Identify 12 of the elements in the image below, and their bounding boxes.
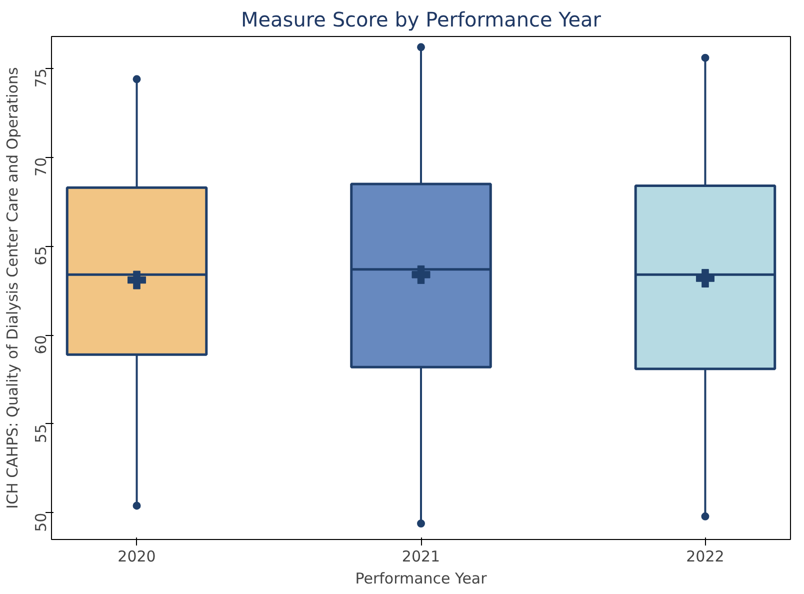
x-tick-label: 2020 [118, 548, 156, 566]
x-axis-title: Performance Year [355, 570, 488, 588]
x-tick-label: 2022 [686, 548, 724, 566]
y-tick-label: 55 [32, 424, 50, 444]
y-axis-title: ICH CAHPS: Quality of Dialysis Center Care and Operations [4, 66, 22, 509]
y-tick-label: 75 [32, 68, 50, 88]
y-tick-label: 65 [32, 246, 50, 266]
y-tick-label: 60 [32, 335, 50, 354]
y-tick-label: 50 [32, 512, 50, 532]
x-tick-label: 2021 [402, 548, 440, 566]
y-tick-label: 70 [32, 157, 50, 176]
chart-title: Measure Score by Performance Year [240, 8, 602, 32]
